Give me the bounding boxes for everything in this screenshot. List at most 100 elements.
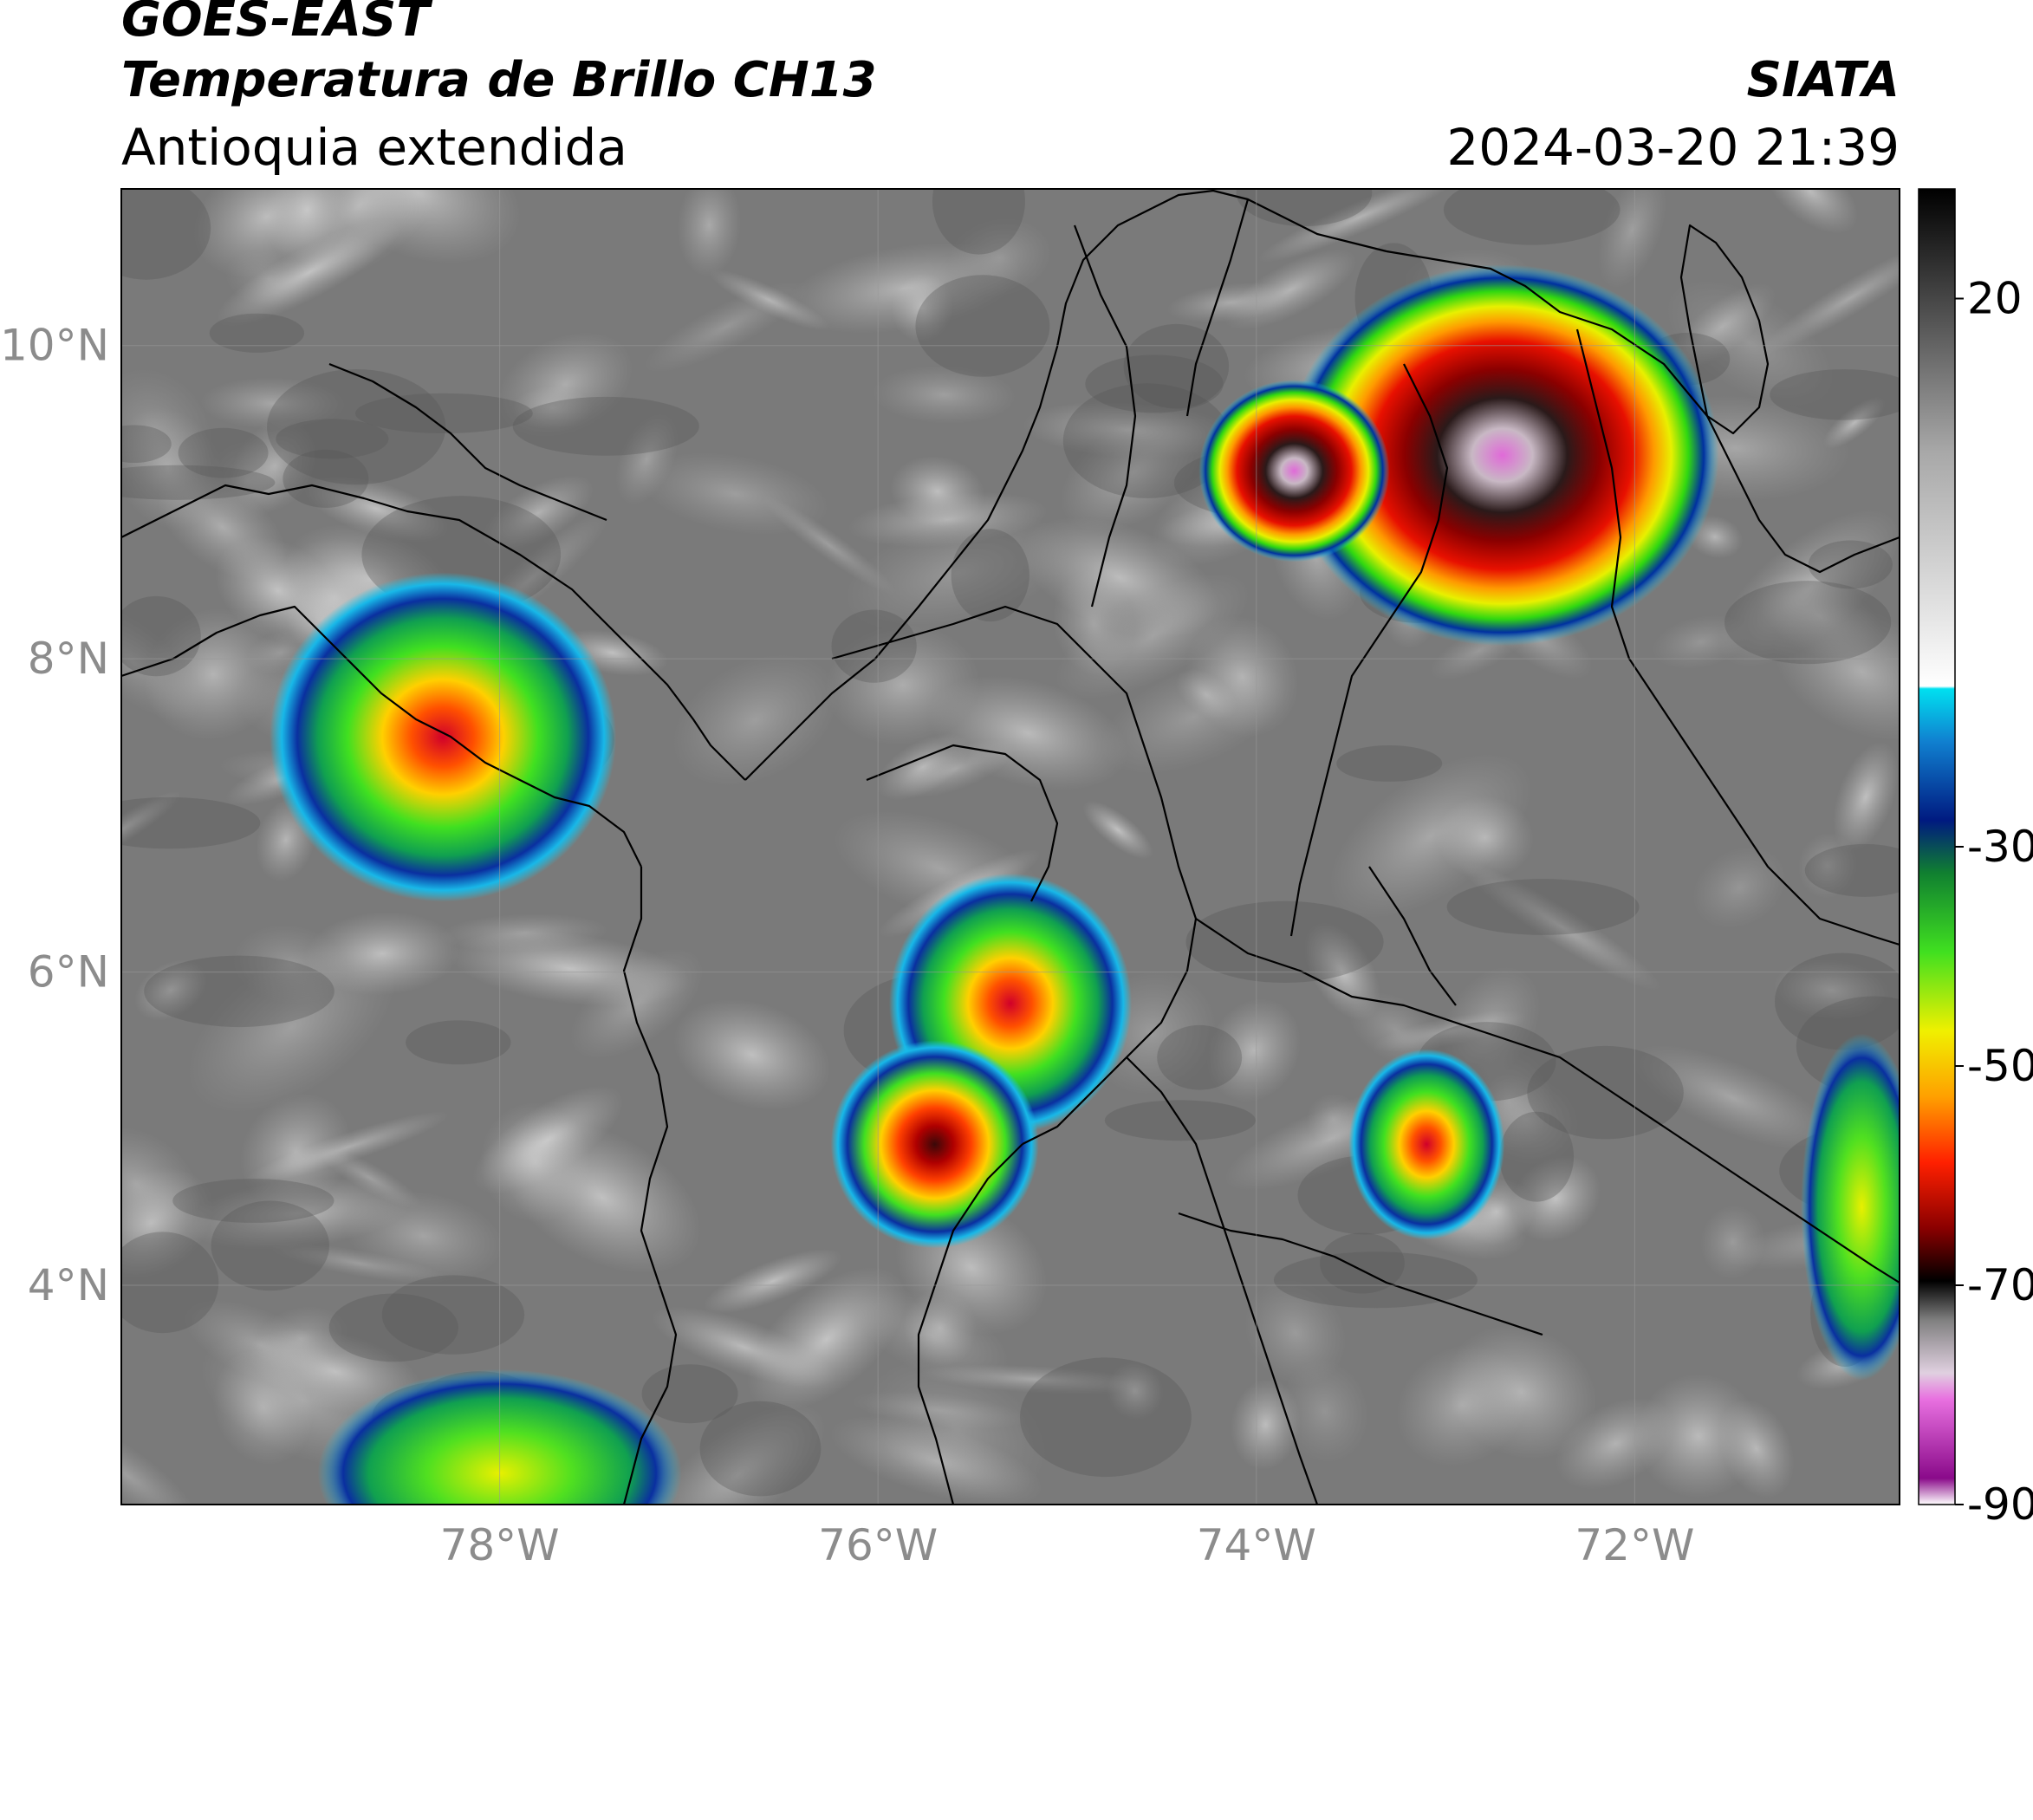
clear-patch <box>1157 1024 1243 1090</box>
clear-patch <box>641 1364 738 1424</box>
caribbean-coastline <box>744 207 1153 781</box>
clear-patch <box>121 465 276 500</box>
cloud-patch <box>703 1249 842 1314</box>
colorbar <box>1918 188 1956 1505</box>
lon-tick-label: 74°W <box>1197 1520 1316 1570</box>
colorbar-ticks: 20 -30 -50 -70 -90 <box>1955 274 2033 1530</box>
cloud-patch <box>928 675 1128 791</box>
cloud-patch <box>497 332 633 438</box>
lat-tick-label: 10°N <box>0 321 109 371</box>
dept-boundary-c <box>1195 918 1900 1284</box>
cloud-patch <box>1692 846 1787 929</box>
clear-patch <box>283 449 369 508</box>
cloud-patch <box>1510 1155 1601 1242</box>
cloud-patch <box>1763 189 1859 234</box>
cloud-patch <box>1257 189 1462 263</box>
cloud-patch <box>673 999 831 1111</box>
storm-cells <box>270 264 1900 1505</box>
axis-tick-labels: 10°N 8°N 6°N 4°N 78°W 76°W 74°W 72°W <box>0 321 1694 1570</box>
clear-patch <box>1336 745 1443 782</box>
colorbar-tick-label: -70 <box>1967 1260 2033 1310</box>
clear-patch <box>1774 952 1900 1050</box>
dept-boundary-e <box>1368 866 1457 1006</box>
clear-patch <box>121 189 211 280</box>
cloud-patch <box>1797 832 1858 900</box>
cloud-patch <box>850 1390 1028 1430</box>
cloud-patch <box>677 189 742 277</box>
clear-patch <box>951 529 1029 622</box>
map-frame <box>120 188 1900 1505</box>
clear-patch <box>1062 383 1231 498</box>
cloud-patch <box>709 270 829 331</box>
clear-patch <box>1527 1045 1684 1140</box>
colorbar-tick-label: 20 <box>1967 274 2023 324</box>
cloud-patch <box>1166 282 1296 323</box>
cloud-patch <box>650 1404 826 1505</box>
dept-boundary-f <box>1073 224 1137 608</box>
clear-patch <box>1273 1251 1478 1309</box>
cloud-patch <box>483 475 594 551</box>
cloud-patch <box>1460 861 1662 991</box>
clear-patch <box>1808 540 1893 589</box>
lat-tick-label: 4°N <box>28 1260 109 1310</box>
lake-maracaibo <box>1679 224 1770 435</box>
cloud-patch <box>844 514 1071 633</box>
pacific-coastline <box>622 867 678 1505</box>
panama-south-coast <box>121 605 642 868</box>
clear-patch <box>1724 581 1892 665</box>
clear-patch <box>381 1275 525 1355</box>
clear-patch <box>1804 843 1900 897</box>
cloud-patch <box>1556 1397 1676 1490</box>
cloud-patch <box>1700 1205 1766 1280</box>
lon-tick-label: 76°W <box>818 1520 938 1570</box>
cloud-patch <box>651 1306 836 1388</box>
agency-label: SIATA <box>1746 52 1900 108</box>
clear-patch <box>1236 189 1373 227</box>
cloud-patch <box>786 243 1022 334</box>
guajira-coast <box>1152 189 1387 253</box>
region-subtitle: Antioquia extendida <box>121 118 627 177</box>
lon-tick-label: 72°W <box>1575 1520 1694 1570</box>
dept-cordoba <box>866 744 1059 902</box>
cloud-patch <box>1439 966 1542 1083</box>
clear-patch <box>1443 189 1621 245</box>
clear-patch <box>1320 1232 1405 1294</box>
cloud-patch <box>1023 400 1235 459</box>
storm-cell <box>1198 380 1390 562</box>
cloud-patch <box>615 413 679 505</box>
panama-canal-zone <box>328 362 607 522</box>
cloud-patch <box>1597 189 1667 289</box>
storm-cell <box>1285 264 1719 647</box>
cloud-patch <box>134 959 207 1021</box>
clear-patch <box>144 955 335 1028</box>
clear-patch <box>178 427 269 478</box>
cloud-patch <box>305 912 460 996</box>
colorbar-tick-label: -30 <box>1967 822 2033 872</box>
dept-boundary-d <box>1178 1212 1543 1336</box>
cloud-patch <box>184 1178 412 1250</box>
cloud-patch <box>121 1421 199 1505</box>
cloud-patch <box>207 441 289 521</box>
cloud-patch <box>1281 1359 1369 1464</box>
storm-cell <box>1801 1033 1900 1381</box>
clear-patch <box>932 189 1025 255</box>
clear-patch <box>1185 900 1384 984</box>
cloud-patch <box>672 653 839 787</box>
clear-patch <box>406 1020 511 1065</box>
storm-cell <box>1348 1049 1505 1240</box>
cloud-patch <box>1718 510 1900 667</box>
clear-patch <box>121 595 201 677</box>
clear-patch <box>1770 369 1900 420</box>
satellite-title: GOES-EAST <box>121 0 430 48</box>
clear-patch <box>512 396 699 456</box>
dept-boundary-g <box>1185 198 1250 417</box>
clear-patch <box>209 313 305 353</box>
product-title: Temperatura de Brillo CH13 <box>121 52 877 108</box>
colorbar-tick-label: -50 <box>1967 1041 2033 1091</box>
cloud-patch <box>472 1085 624 1194</box>
cloud-patch <box>121 407 223 530</box>
lon-tick-label: 78°W <box>440 1520 560 1570</box>
clear-patch <box>276 419 389 459</box>
cloud-patch <box>872 366 1017 425</box>
clear-patch <box>355 393 533 434</box>
